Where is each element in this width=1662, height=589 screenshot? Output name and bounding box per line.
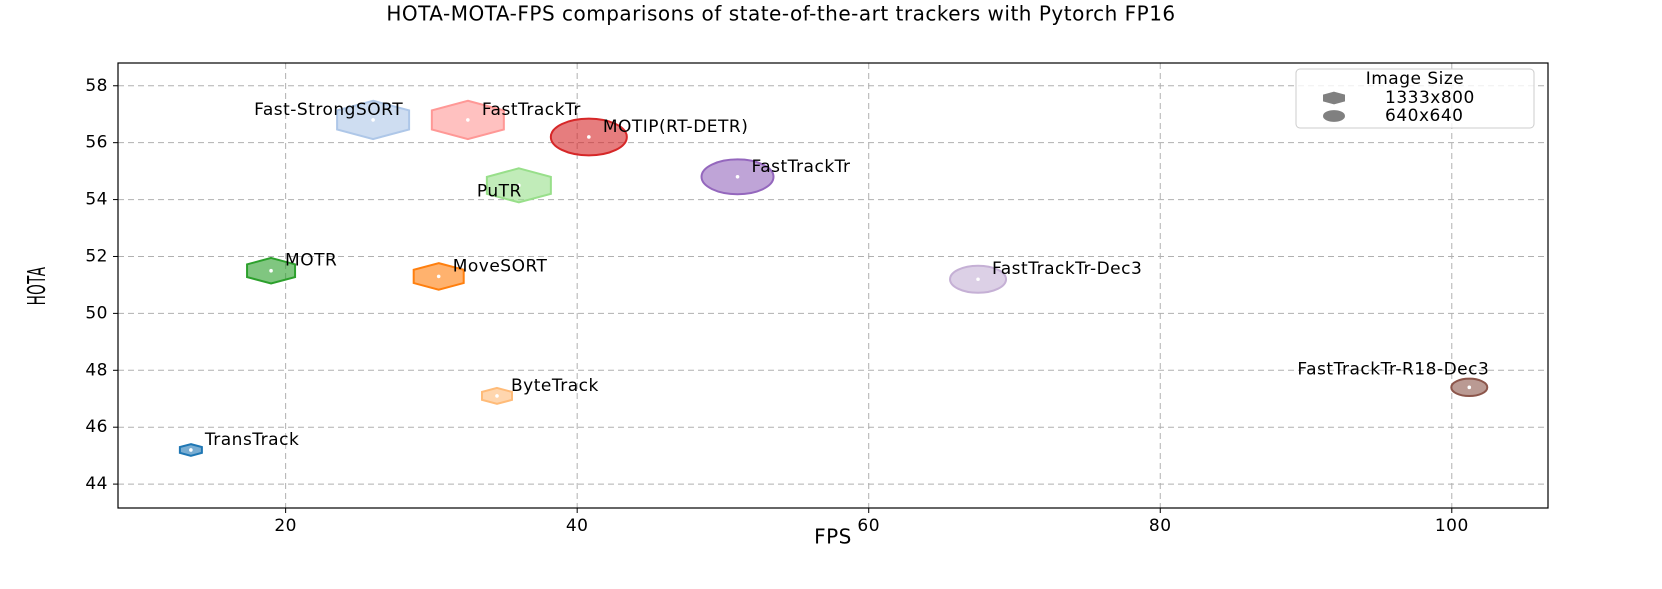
y-tick-label: 50 bbox=[85, 303, 108, 323]
y-tick-label: 54 bbox=[85, 190, 108, 210]
bubble-center bbox=[436, 274, 441, 279]
y-axis-label: HOTA bbox=[21, 267, 51, 306]
bubble-center bbox=[587, 135, 591, 139]
point-label: ByteTrack bbox=[511, 376, 599, 396]
bubble-center bbox=[189, 448, 193, 452]
point-label: Fast-StrongSORT bbox=[254, 100, 403, 120]
y-tick-label: 48 bbox=[85, 360, 108, 380]
point-label: TransTrack bbox=[204, 430, 299, 450]
plot-frame bbox=[117, 62, 1549, 509]
marks: TransTrack MOTR Fast-StrongSORT FastTrackTr… bbox=[178, 99, 1489, 457]
grid: 20 40 60 80 100 44 46 48 50 52 54 56 58 bbox=[85, 63, 1548, 536]
y-tick-label: 58 bbox=[85, 76, 108, 96]
y-tick-label: 46 bbox=[85, 417, 108, 437]
point-label: MOTIP(RT-DETR) bbox=[603, 117, 749, 137]
point-label: FastTrackTr bbox=[752, 157, 851, 177]
y-tick-label: 56 bbox=[85, 133, 108, 153]
legend-box bbox=[1295, 68, 1535, 129]
point-label: FastTrackTr bbox=[482, 100, 581, 120]
x-tick-label: 60 bbox=[857, 516, 880, 536]
bubble-center bbox=[517, 183, 521, 188]
x-tick-label: 20 bbox=[274, 516, 297, 536]
y-tick-label: 52 bbox=[85, 246, 108, 266]
bubble-center bbox=[735, 175, 740, 179]
point-label: FastTrackTr-Dec3 bbox=[992, 259, 1142, 279]
bubble-center bbox=[495, 394, 499, 398]
legend-marker bbox=[1323, 91, 1345, 105]
y-tick-label: 44 bbox=[85, 474, 108, 494]
bubble-center bbox=[371, 118, 375, 122]
x-tick-label: 100 bbox=[1435, 516, 1469, 536]
legend-marker bbox=[1323, 110, 1345, 122]
x-axis-label: FPS bbox=[814, 525, 852, 549]
point-label: FastTrackTr-R18-Dec3 bbox=[1297, 359, 1489, 379]
x-tick-label: 80 bbox=[1149, 516, 1172, 536]
point-label: PuTR bbox=[477, 181, 522, 201]
legend-label: 1333x800 bbox=[1385, 88, 1475, 108]
chart-title: HOTA-MOTA-FPS comparisons of state-of-th… bbox=[386, 2, 1175, 26]
x-tick-label: 40 bbox=[566, 516, 589, 536]
bubble-center bbox=[1467, 385, 1472, 390]
point-label: MOTR bbox=[285, 251, 337, 271]
bubble-center bbox=[976, 277, 980, 282]
legend-label: 640x640 bbox=[1385, 106, 1463, 126]
bubble-center bbox=[466, 118, 470, 122]
legend-title: Image Size bbox=[1366, 69, 1465, 89]
point-label: MoveSORT bbox=[453, 256, 548, 276]
bubble-center bbox=[269, 268, 273, 273]
